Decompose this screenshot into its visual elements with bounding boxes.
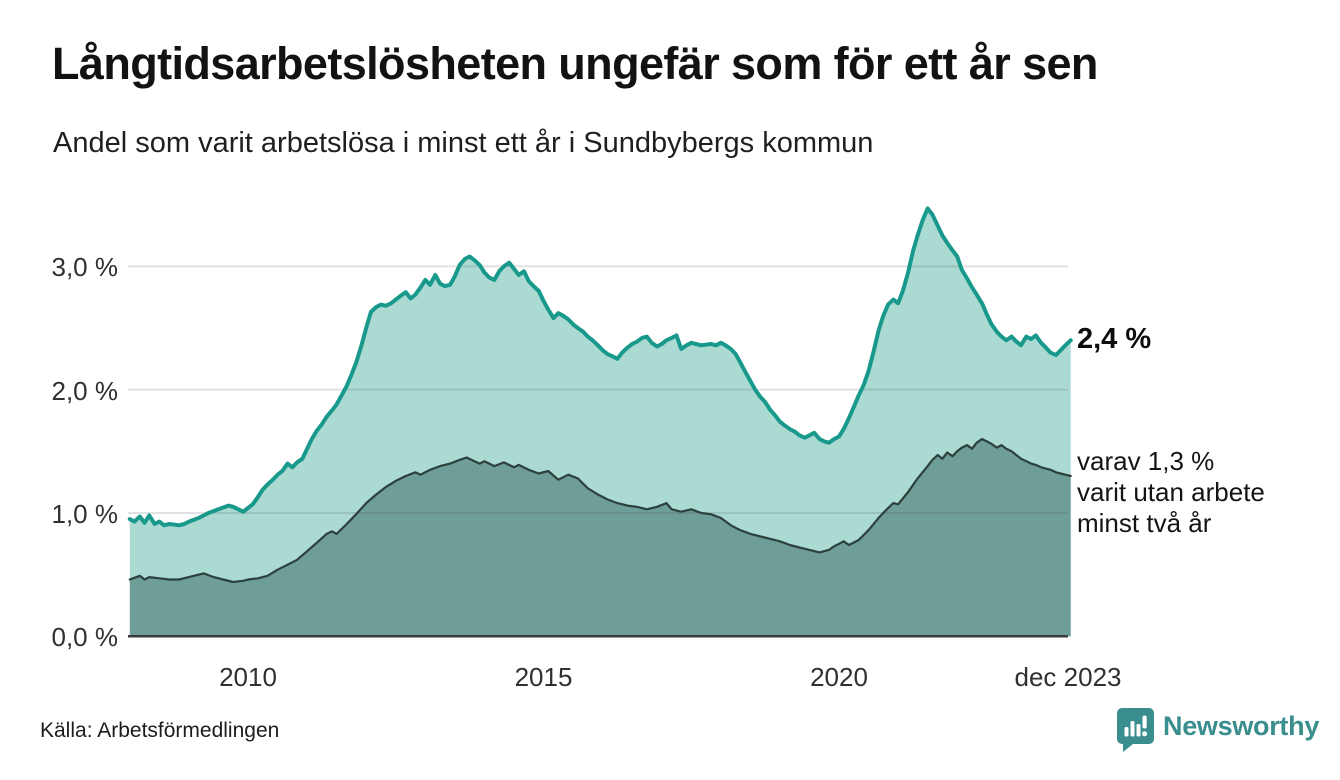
chart-subtitle: Andel som varit arbetslösa i minst ett å… [53, 127, 874, 159]
series-line-0 [127, 206, 1073, 528]
subset-annotation-line-1: varav 1,3 % [1077, 446, 1215, 476]
subset-annotation-line-3: minst två år [1077, 508, 1212, 538]
newsworthy-wordmark: Newsworthy [1163, 711, 1320, 741]
x-tick-label: dec 2023 [1014, 662, 1122, 692]
y-tick-label: 2,0 % [51, 375, 119, 406]
y-tick-label: 1,0 % [51, 498, 119, 529]
subset-annotation-line-2: varit utan arbete [1077, 477, 1265, 507]
series-line-1 [128, 437, 1072, 584]
x-tick-label: 2020 [810, 662, 868, 692]
newsworthy-logo-icon [1117, 708, 1154, 752]
latest-total-annotation: 2,4 % [1077, 323, 1152, 355]
area-fill-series-1 [129, 439, 1071, 637]
x-tick-label: 2015 [514, 662, 573, 692]
y-tick-label: 0,0 % [51, 622, 119, 653]
page-title: Långtidsarbetslösheten ungefär som för e… [52, 38, 1098, 89]
y-tick-label: 3,0 % [51, 252, 119, 283]
newsworthy-brand: Newsworthy [1117, 708, 1319, 752]
subset-annotation: varav 1,3 % varit utan arbete minst två … [1077, 446, 1265, 539]
source-credit: Källa: Arbetsförmedlingen [40, 719, 280, 742]
x-tick-label: 2010 [219, 662, 277, 692]
